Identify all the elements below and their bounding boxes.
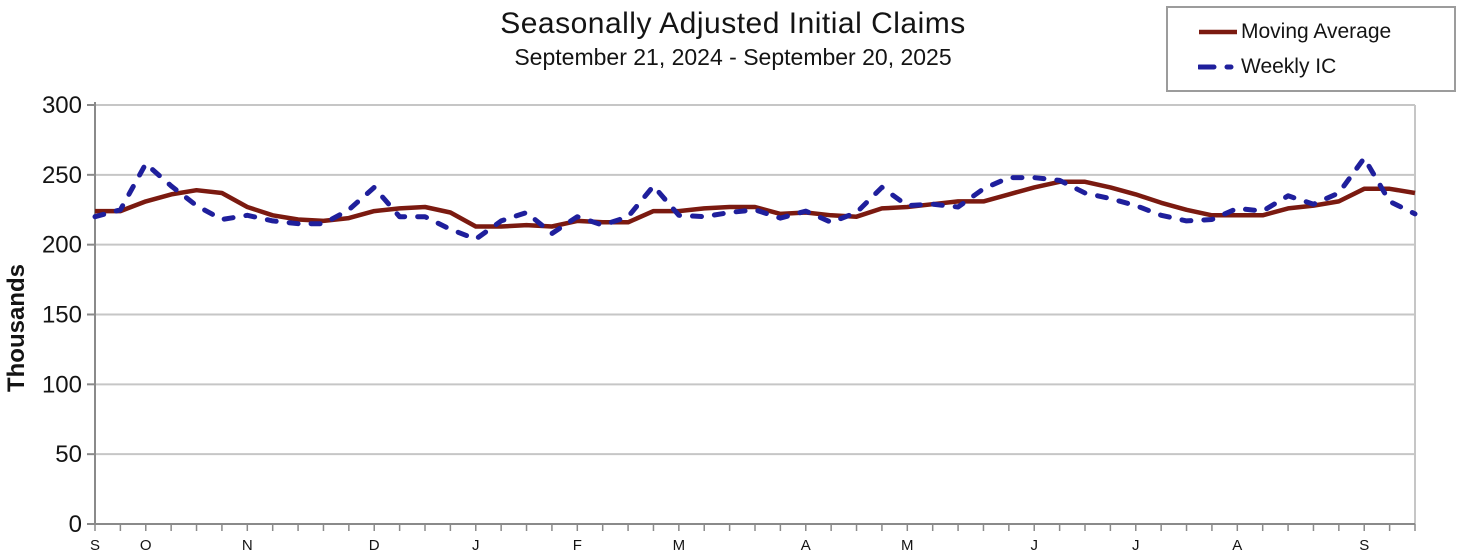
- chart-title: Seasonally Adjusted Initial Claims: [500, 7, 966, 40]
- y-tick-label: 50: [55, 441, 82, 468]
- legend-item-weekly-ic: Weekly IC: [1198, 52, 1454, 82]
- weekly-ic-line-swatch: [1198, 64, 1238, 69]
- y-tick-label: 150: [42, 302, 82, 329]
- x-month-label: S: [1359, 537, 1369, 554]
- legend-item-moving-average: Moving Average: [1198, 17, 1454, 47]
- x-month-label: M: [901, 537, 914, 554]
- legend-label-weekly-ic: Weekly IC: [1241, 54, 1337, 78]
- x-month-label: J: [1132, 537, 1140, 554]
- legend: Moving Average Weekly IC: [1166, 6, 1456, 92]
- x-month-label: O: [140, 537, 152, 554]
- x-month-label: F: [573, 537, 582, 554]
- x-month-label: M: [673, 537, 686, 554]
- y-tick-label: 200: [42, 232, 82, 259]
- x-month-label: J: [1030, 537, 1038, 554]
- moving-average-line-swatch: [1199, 29, 1237, 34]
- y-tick-label: 0: [69, 511, 82, 538]
- y-tick-label: 250: [42, 162, 82, 189]
- x-month-label: D: [369, 537, 380, 554]
- chart-subtitle: September 21, 2024 - September 20, 2025: [514, 44, 952, 70]
- legend-label-moving-average: Moving Average: [1241, 19, 1392, 43]
- moving-average-line: [95, 179, 1416, 229]
- y-tick-label: 100: [42, 371, 82, 398]
- x-month-label: N: [242, 537, 253, 554]
- x-month-label: A: [801, 537, 811, 554]
- weekly-ic-line: [92, 155, 1418, 242]
- x-month-label: A: [1232, 537, 1242, 554]
- x-month-label: S: [90, 537, 100, 554]
- x-month-label: J: [472, 537, 480, 554]
- y-tick-label: 300: [42, 92, 82, 119]
